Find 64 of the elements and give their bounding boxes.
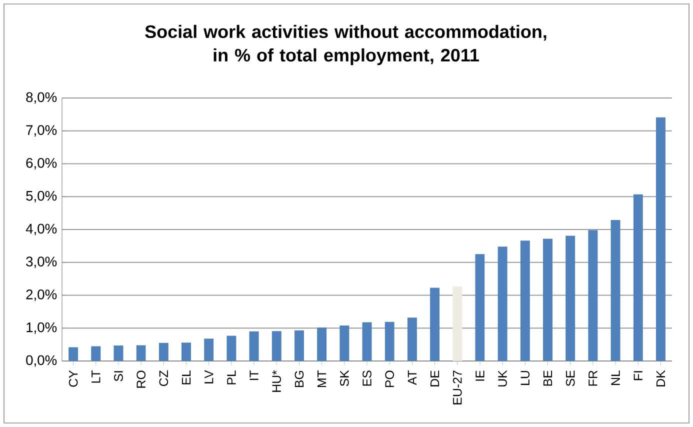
x-tick-label: MT <box>318 370 326 387</box>
bar <box>226 336 236 362</box>
x-tick-label: HU* <box>272 370 281 392</box>
y-tick-label: 2,0% <box>26 290 57 301</box>
x-tick-label: IE <box>476 370 484 381</box>
y-tick-label: 5,0% <box>26 190 57 202</box>
x-tick-label: SK <box>340 370 349 386</box>
y-tick-label: 1,0% <box>26 322 57 334</box>
x-tick-label: PL <box>227 370 236 384</box>
x-tick-label: ES <box>362 370 372 386</box>
bar <box>114 346 124 362</box>
y-tick-label: 3,0% <box>26 256 57 268</box>
bar <box>407 318 417 362</box>
bar <box>452 286 462 362</box>
x-tick-label: DK <box>656 370 665 386</box>
bar <box>633 194 643 362</box>
x-tick-label: SI <box>114 371 123 382</box>
x-tick-label: LT <box>92 370 100 383</box>
y-tick-label: 0,0% <box>26 355 57 367</box>
x-tick-label: EU-27 <box>452 370 462 404</box>
x-tick-label: RO <box>136 370 146 388</box>
bar <box>68 347 78 362</box>
x-tick-label: LU <box>520 371 530 385</box>
x-tick-label: DE <box>430 370 440 386</box>
bar <box>204 338 214 362</box>
bar <box>543 238 552 362</box>
bar <box>430 288 440 362</box>
x-tick-label: PO <box>385 370 394 388</box>
x-tick-label: BE <box>543 370 552 386</box>
bar <box>475 254 485 362</box>
bar <box>294 330 304 362</box>
bar <box>249 331 259 362</box>
x-tick-label: EL <box>182 370 191 384</box>
x-tick-label: NL <box>611 370 620 385</box>
x-tick-label: BG <box>294 370 304 388</box>
x-tick-label: SE <box>566 370 575 386</box>
bar <box>520 240 530 362</box>
bar <box>317 327 327 362</box>
x-tick-label: CZ <box>159 370 168 386</box>
bar <box>340 325 350 362</box>
bar <box>588 230 598 362</box>
bar <box>610 220 620 362</box>
y-tick-label: 4,0% <box>26 224 57 236</box>
x-tick-label: FR <box>588 370 598 386</box>
x-tick-label: IT <box>250 370 258 380</box>
bar <box>656 117 666 362</box>
bar <box>362 322 372 362</box>
y-tick-label: 6,0% <box>26 158 57 170</box>
x-tick-label: CY <box>68 370 78 387</box>
y-tick-label: 8,0% <box>26 92 57 104</box>
x-tick-label: AT <box>408 370 416 386</box>
bar <box>566 236 576 362</box>
bar <box>384 322 394 362</box>
bar <box>182 342 192 362</box>
chart-title: Social work activities without accommodation, in % of total employment, 2011 <box>145 24 546 66</box>
x-tick-label: UK <box>498 370 507 386</box>
bar <box>272 331 282 362</box>
y-tick-label: 7,0% <box>26 125 57 137</box>
bar <box>136 345 146 362</box>
bar <box>498 246 508 362</box>
bar <box>91 346 101 362</box>
x-tick-label: FI <box>634 371 642 380</box>
x-tick-label: LV <box>204 370 214 384</box>
bar <box>158 342 168 362</box>
